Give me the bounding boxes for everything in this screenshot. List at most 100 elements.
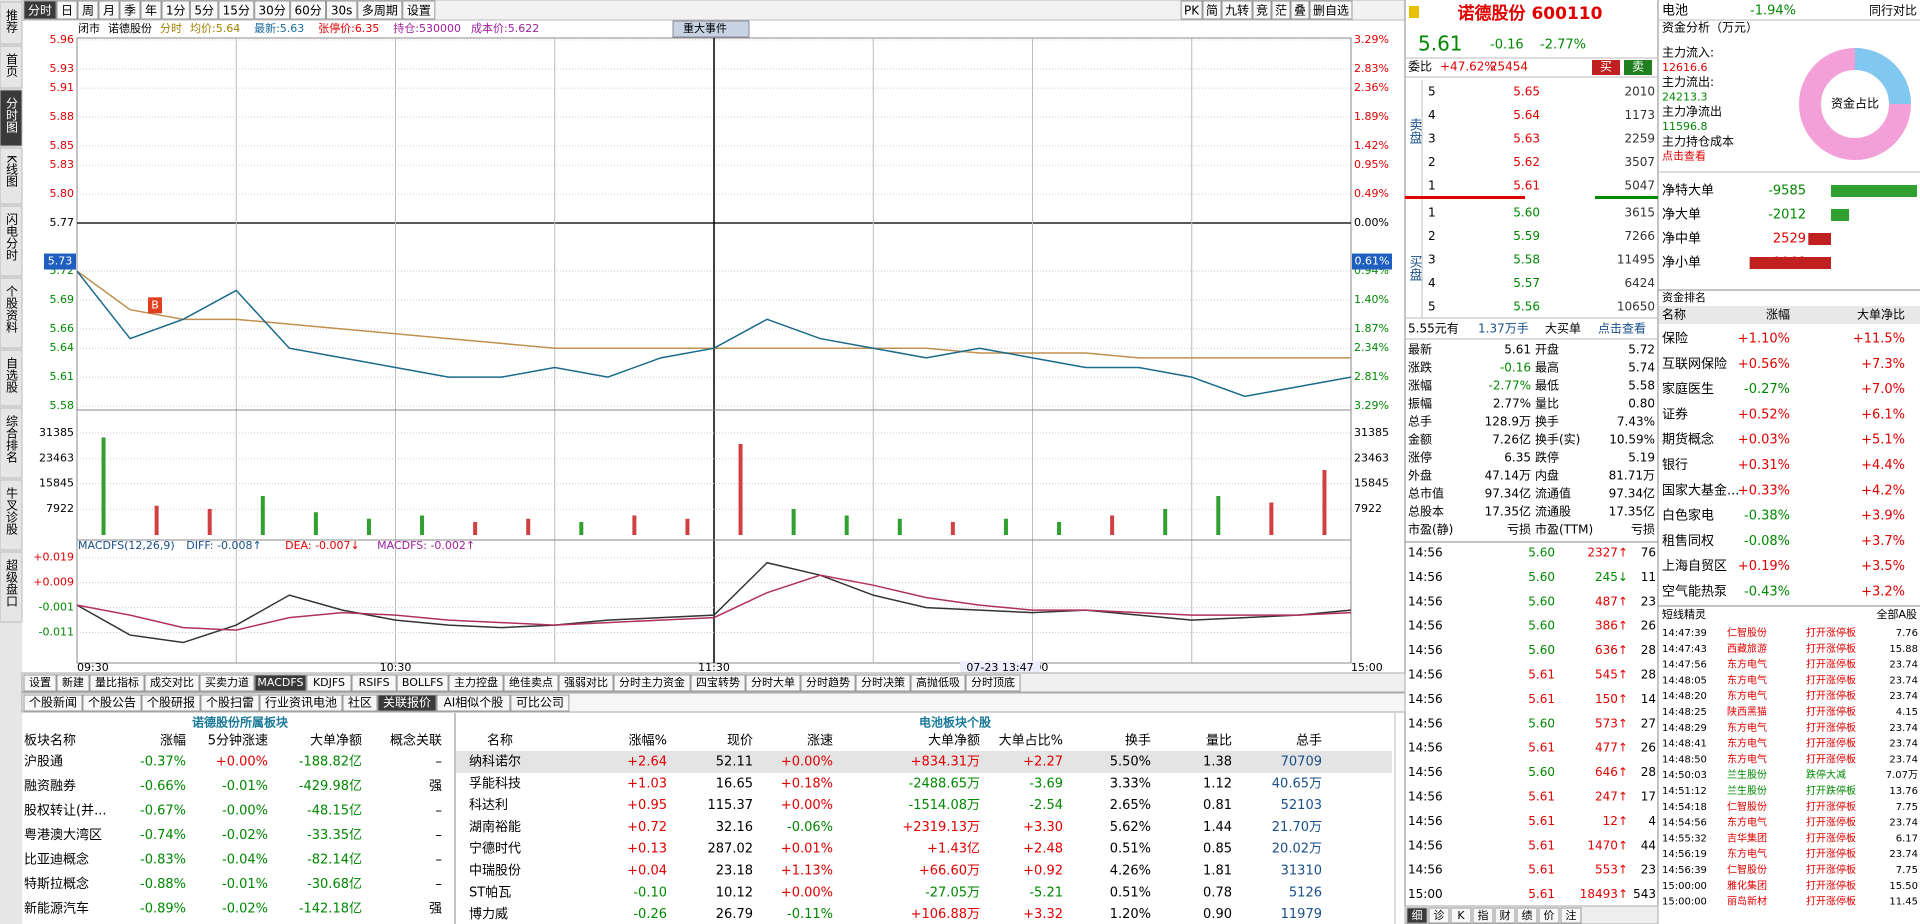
indicator-tab[interactable]: [89, 674, 145, 692]
period-button[interactable]: [290, 0, 327, 20]
table-cell: 4.26%: [1110, 864, 1151, 879]
short-time: 14:56:19: [1662, 849, 1707, 860]
indicator-tab[interactable]: [396, 674, 449, 692]
info-tab[interactable]: [200, 694, 260, 712]
indicator-tab[interactable]: [855, 674, 911, 692]
period-button[interactable]: [119, 0, 141, 20]
event-button[interactable]: [672, 20, 750, 38]
sidebar-tab[interactable]: [0, 551, 23, 623]
buy-button[interactable]: [1592, 60, 1620, 75]
quote-tab[interactable]: [1428, 907, 1450, 924]
stat-value: -2.77%: [1489, 379, 1531, 393]
indicator-tab[interactable]: [613, 674, 691, 692]
ratio: +47.62%: [1440, 60, 1496, 74]
period-button[interactable]: [23, 0, 57, 20]
stat-label: 总手: [1408, 415, 1432, 429]
fund-line: 主力流出:: [1662, 75, 1714, 89]
indicator-tab[interactable]: [254, 674, 307, 692]
sidebar-tab[interactable]: [0, 205, 23, 277]
indicator-tab[interactable]: [351, 674, 397, 692]
indicator-tab[interactable]: [199, 674, 255, 692]
quote-tab[interactable]: [1494, 907, 1516, 924]
period-button[interactable]: [254, 0, 291, 20]
short-event: 打开涨停板: [1806, 752, 1856, 765]
rank-cell: +5.1%: [1861, 433, 1905, 448]
period-button[interactable]: [189, 0, 219, 20]
time-label: 09:30: [77, 661, 109, 674]
indicator-tab[interactable]: [690, 674, 746, 692]
table-header: 5分钟涨速: [208, 733, 268, 749]
period-button[interactable]: [218, 0, 255, 20]
stat-label: 换手(实): [1535, 432, 1580, 447]
short-value: 23.74: [1889, 691, 1918, 702]
table-cell: 5126: [1289, 885, 1322, 900]
info-tab[interactable]: [342, 694, 378, 712]
sidebar-tab[interactable]: [0, 407, 23, 479]
sidebar-tab[interactable]: [0, 147, 23, 205]
tool-button[interactable]: [1252, 0, 1272, 20]
sell-button[interactable]: [1624, 60, 1652, 75]
info-tab[interactable]: [259, 694, 343, 712]
period-button[interactable]: [98, 0, 120, 20]
quote-tab[interactable]: [1406, 907, 1428, 924]
short-time: 14:48:25: [1662, 707, 1707, 718]
indicator-tab[interactable]: [448, 674, 504, 692]
indicator-tab[interactable]: [558, 674, 614, 692]
quote-tab[interactable]: [1450, 907, 1472, 924]
indicator-tab[interactable]: [800, 674, 856, 692]
sidebar-tab[interactable]: [0, 45, 23, 89]
quote-tab[interactable]: [1516, 907, 1538, 924]
indicator-tab[interactable]: [306, 674, 352, 692]
tick-price: 5.60: [1528, 765, 1555, 779]
quote-tab[interactable]: [1538, 907, 1560, 924]
tool-button[interactable]: [1309, 0, 1353, 20]
volume-bar: [1057, 521, 1062, 535]
quote-tab-label: 注: [1566, 908, 1577, 922]
table-cell: +2.48: [1023, 842, 1063, 857]
volume-bar: [1269, 502, 1274, 535]
period-button[interactable]: [357, 0, 403, 20]
tool-button[interactable]: [1180, 0, 1203, 20]
indicator-tab[interactable]: [965, 674, 1021, 692]
tool-button[interactable]: [1290, 0, 1310, 20]
indicator-tab[interactable]: [910, 674, 966, 692]
sidebar-tab[interactable]: [0, 1, 23, 45]
sidebar-tab[interactable]: [0, 277, 23, 349]
indicator-tab[interactable]: [56, 674, 90, 692]
info-tab[interactable]: [82, 694, 142, 712]
sidebar-tab[interactable]: [0, 89, 23, 147]
sidebar-tab[interactable]: [0, 479, 23, 551]
level-volume: 3615: [1624, 206, 1655, 220]
period-button[interactable]: [56, 0, 78, 20]
short-time: 14:55:32: [1662, 833, 1707, 844]
indicator-tab[interactable]: [503, 674, 559, 692]
tool-button[interactable]: [1202, 0, 1222, 20]
info-tab[interactable]: [436, 694, 511, 712]
tool-button[interactable]: [1221, 0, 1253, 20]
tick-count: 26: [1641, 741, 1656, 755]
short-event: 打开涨停板: [1806, 895, 1856, 908]
table-cell: +0.92: [1023, 864, 1063, 879]
period-button[interactable]: [402, 0, 436, 20]
info-tab[interactable]: [141, 694, 201, 712]
period-button[interactable]: [326, 0, 358, 20]
short-time: 14:54:56: [1662, 818, 1707, 829]
sidebar-tab[interactable]: [0, 349, 23, 407]
info-tab[interactable]: [510, 694, 570, 712]
change-pct: -2.77%: [1540, 38, 1586, 53]
indicator-tab[interactable]: [23, 674, 57, 692]
quote-tab[interactable]: [1560, 907, 1582, 924]
indicator-tab[interactable]: [144, 674, 200, 692]
pct-tick-label: 0.49%: [1354, 187, 1389, 200]
period-button[interactable]: [161, 0, 190, 20]
info-tab[interactable]: [377, 694, 437, 712]
fund-title: 资金分析（万元）: [1662, 20, 1758, 35]
indicator-tab[interactable]: [745, 674, 801, 692]
period-button[interactable]: [140, 0, 162, 20]
info-tab[interactable]: [23, 694, 83, 712]
tool-button[interactable]: [1271, 0, 1291, 20]
table-cell: 31310: [1281, 864, 1322, 879]
short-name: 仁智股份: [1727, 800, 1767, 813]
quote-tab[interactable]: [1472, 907, 1494, 924]
period-button[interactable]: [77, 0, 99, 20]
